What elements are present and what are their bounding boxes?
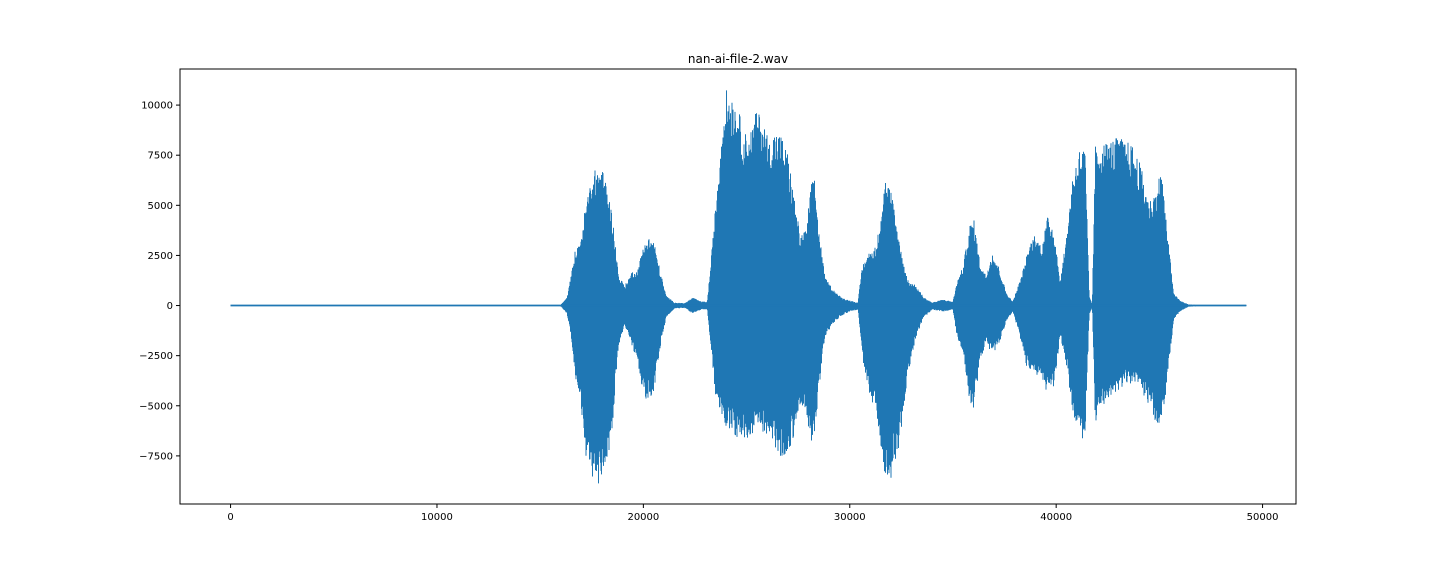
- x-tick-label: 30000: [834, 512, 866, 523]
- x-axis: 0 10000 20000 30000 40000 50000: [227, 504, 1278, 523]
- x-tick-label: 20000: [627, 512, 659, 523]
- y-tick-label: 10000: [141, 101, 173, 112]
- y-tick-label: 5000: [148, 201, 173, 212]
- y-tick-label: 7500: [148, 151, 173, 162]
- axes-frame: [179, 68, 1297, 505]
- y-tick-label: −7500: [139, 451, 173, 462]
- y-tick-label: 2500: [148, 251, 173, 262]
- y-tick-label: 0: [167, 301, 173, 312]
- x-tick-label: 0: [227, 512, 233, 523]
- x-tick-label: 10000: [421, 512, 453, 523]
- y-tick-label: −5000: [139, 401, 173, 412]
- y-tick-label: −2500: [139, 351, 173, 362]
- x-tick-label: 40000: [1040, 512, 1072, 523]
- chart-title: nan-ai-file-2.wav: [688, 52, 788, 66]
- x-tick-label: 50000: [1247, 512, 1279, 523]
- waveform-series: [230, 90, 1247, 484]
- plot-area: [230, 90, 1247, 484]
- y-axis: −7500 −5000 −2500 0 2500 5000 7500 10000: [139, 101, 180, 462]
